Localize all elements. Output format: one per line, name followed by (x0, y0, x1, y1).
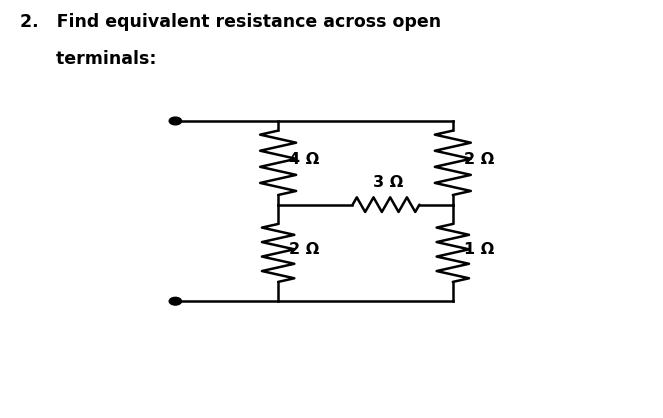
Text: 3 Ω: 3 Ω (373, 175, 404, 190)
Text: 4 Ω: 4 Ω (290, 152, 320, 167)
Text: 2 Ω: 2 Ω (464, 152, 495, 167)
Circle shape (169, 297, 182, 305)
Circle shape (169, 117, 182, 125)
Text: 2 Ω: 2 Ω (290, 242, 320, 257)
Text: terminals:: terminals: (20, 50, 156, 68)
Text: 2.   Find equivalent resistance across open: 2. Find equivalent resistance across ope… (20, 13, 441, 31)
Text: 1 Ω: 1 Ω (464, 242, 495, 257)
